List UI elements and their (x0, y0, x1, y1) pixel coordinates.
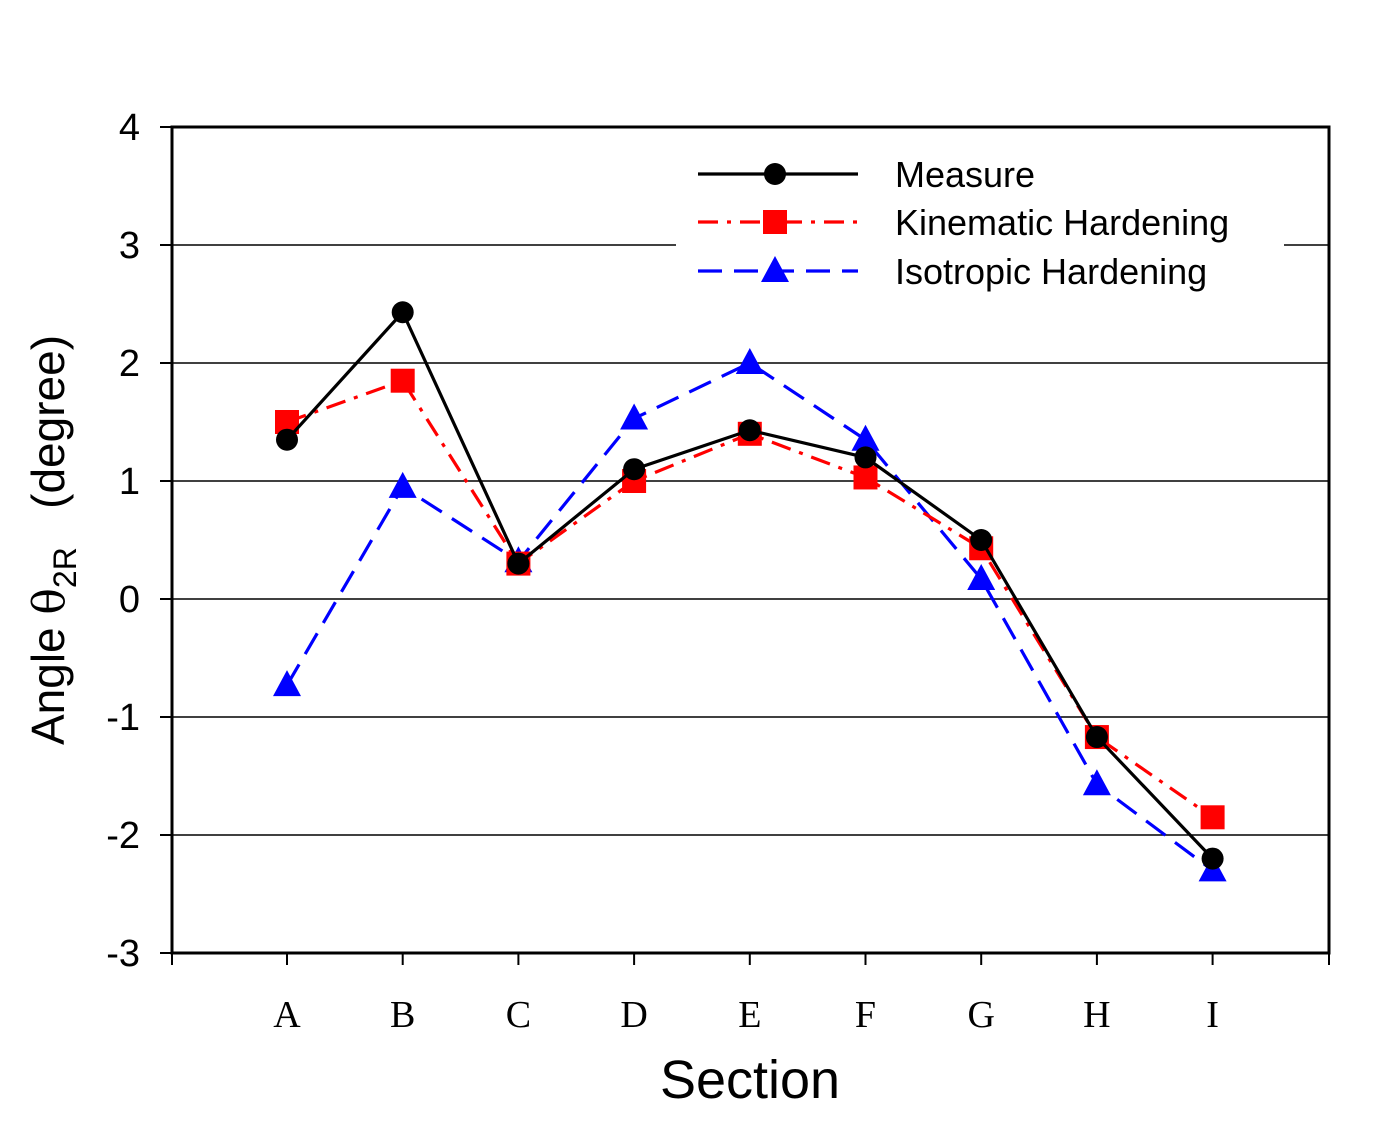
series-line (285, 361, 1214, 872)
series-line (285, 310, 1214, 860)
y-tick-label: -2 (106, 815, 140, 857)
data-point (851, 424, 880, 451)
data-point (620, 403, 649, 430)
plot-frame (170, 125, 1331, 955)
data-point (507, 552, 530, 575)
legend-marker (763, 210, 787, 234)
data-point (970, 529, 993, 551)
y-axis-label-subscript: 2R (47, 547, 83, 588)
y-axis-label-prefix: Angle (22, 615, 74, 745)
x-tick-label: F (855, 994, 876, 1036)
grid-lines (172, 244, 1329, 836)
legend-label: Kinematic Hardening (895, 202, 1229, 243)
data-point (276, 428, 298, 451)
x-tick-label: G (967, 994, 994, 1036)
legend-marker (761, 256, 789, 282)
x-tick-label: B (390, 994, 415, 1036)
x-tick-label: I (1206, 994, 1219, 1036)
data-point (388, 471, 417, 498)
data-point (391, 301, 414, 324)
data-point (1085, 726, 1108, 749)
data-point (273, 670, 301, 697)
y-tick-label: 2 (119, 343, 140, 385)
data-point (853, 465, 878, 490)
legend-marker (764, 163, 786, 185)
x-axis-label: Section (660, 1050, 840, 1110)
legend-label: Isotropic Hardening (895, 251, 1207, 292)
data-point (390, 368, 415, 393)
y-tick-label: 4 (119, 107, 140, 149)
data-series (273, 301, 1227, 882)
data-point (1200, 805, 1225, 830)
y-axis-label-unit: (degree) (22, 335, 74, 509)
data-point (1082, 769, 1111, 796)
x-tick-label: A (273, 994, 301, 1036)
y-axis-label-symbol: θ (24, 588, 75, 615)
y-tick-label: -1 (106, 697, 140, 739)
data-point (854, 446, 877, 469)
legend: Measure Kinematic Hardening Isotropic Hard… (676, 150, 1284, 300)
y-axis-label-unit-gap (22, 509, 74, 547)
series-measure (276, 301, 1224, 870)
x-tick-label: H (1083, 994, 1110, 1036)
y-tick-label: 1 (119, 461, 140, 503)
x-tick-label: C (506, 994, 531, 1036)
x-tick-label: E (738, 994, 761, 1036)
data-point (967, 563, 996, 590)
data-point (738, 419, 761, 442)
data-point (623, 458, 646, 481)
y-axis-label: Angle θ2R (degree) (22, 335, 83, 745)
axis-ticks: 4 3 2 1 0 -1 -2 -3 A B C D E F G H I (106, 107, 1330, 1036)
y-tick-label: 3 (119, 225, 140, 267)
data-point (735, 348, 764, 374)
y-tick-label: 0 (119, 579, 140, 621)
legend-label: Measure (895, 154, 1035, 195)
x-tick-label: D (620, 994, 647, 1036)
y-tick-label: -3 (106, 933, 140, 975)
data-point (1201, 847, 1224, 870)
